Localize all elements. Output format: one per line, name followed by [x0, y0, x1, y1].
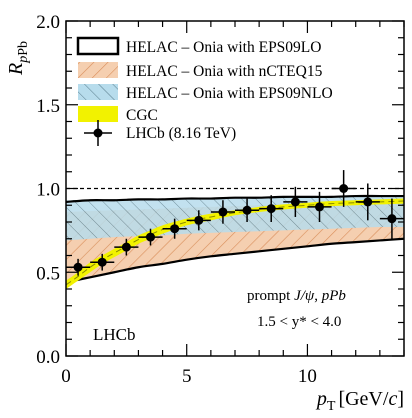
data-point: [114, 238, 139, 256]
data-point-marker: [218, 207, 228, 217]
x-axis-title: pT [GeV/c]: [315, 388, 404, 414]
data-point: [186, 210, 211, 231]
data-point-marker: [363, 197, 373, 207]
annotation-process-system: pPb: [321, 288, 347, 304]
x-tick-label: 10: [298, 366, 317, 387]
data-point: [162, 218, 187, 239]
y-axis-title-sub2: Pb: [16, 41, 31, 56]
legend-label-ncteq15: HELAC – Onia with nCTEQ15: [126, 63, 323, 80]
data-point-marker: [146, 232, 155, 242]
legend-label-lhcb: LHCb (8.16 TeV): [126, 125, 236, 142]
data-point-marker: [266, 204, 276, 214]
data-point-marker: [315, 202, 324, 212]
annotation-experiment: LHCb: [93, 325, 136, 344]
annotation-process-prefix: prompt: [247, 288, 294, 304]
y-axis-title: RpPb: [5, 41, 31, 76]
legend-entry-lhcb: LHCb (8.16 TeV): [84, 120, 236, 146]
data-point: [331, 170, 356, 207]
legend-entry-ncteq15: HELAC – Onia with nCTEQ15: [78, 62, 323, 80]
data-point: [379, 198, 404, 239]
data-point-marker: [290, 197, 300, 207]
data-point-marker: [97, 257, 107, 267]
series-lhcb-points: [66, 170, 404, 276]
x-axis-title-unit-suffix: ]: [397, 388, 404, 410]
y-tick-label: 0.0: [36, 347, 60, 368]
data-point-marker: [170, 224, 180, 234]
x-axis-title-sub: T: [327, 399, 336, 414]
data-point: [66, 258, 91, 276]
legend: HELAC – Onia with EPS09LO HELAC – Onia w…: [76, 36, 333, 146]
data-point-marker: [194, 215, 204, 225]
y-tick-label: 0.5: [36, 263, 60, 284]
series-eps09lo-lower-line: [66, 237, 404, 284]
x-tick-label: 0: [61, 366, 71, 387]
data-point: [235, 198, 260, 222]
legend-entry-eps09nlo: HELAC – Onia with EPS09NLO: [78, 84, 333, 102]
annotation-rapidity: 1.5 < y* < 4.0: [257, 314, 341, 330]
legend-label-eps09lo: HELAC – Onia with EPS09LO: [126, 39, 321, 56]
data-point: [307, 191, 332, 222]
data-point: [355, 183, 380, 221]
y-axis-title-main: R: [5, 63, 27, 76]
y-tick-label: 1.5: [36, 96, 60, 117]
data-point: [283, 186, 308, 217]
x-tick-label: 5: [182, 366, 192, 387]
annotation-process: prompt J/ψ, pPb: [247, 288, 346, 304]
data-point: [90, 253, 115, 271]
y-tick-label: 1.0: [36, 180, 60, 201]
annotation-process-sep: ,: [314, 288, 322, 304]
series-eps09lo-upper-line: [66, 194, 404, 203]
x-axis-title-main: p: [315, 388, 327, 410]
annotation-process-particle: J/ψ: [294, 288, 315, 304]
data-point-marker: [339, 184, 349, 193]
legend-entry-cgc: CGC: [78, 106, 158, 124]
legend-label-cgc: CGC: [126, 107, 158, 124]
y-axis-title-sub1: p: [16, 56, 31, 64]
x-axis-title-unit-prefix: [GeV/: [338, 388, 388, 410]
legend-entry-eps09lo: HELAC – Onia with EPS09LO: [76, 36, 321, 56]
data-point: [210, 200, 235, 224]
data-point: [259, 195, 284, 222]
y-tick-label: 2.0: [36, 12, 60, 33]
data-point-marker: [73, 262, 83, 272]
axis-ticks: 0 5 10 0.0 0.5 1.0 1.5 2.0: [36, 12, 405, 387]
data-point-marker: [387, 214, 397, 224]
data-point-marker: [242, 205, 252, 215]
series-cgc-band: [66, 198, 404, 289]
data-point: [138, 228, 163, 246]
x-axis-title-unit-italic: c: [388, 388, 397, 410]
data-point-marker: [121, 242, 131, 252]
legend-label-eps09nlo: HELAC – Onia with EPS09NLO: [126, 85, 333, 102]
